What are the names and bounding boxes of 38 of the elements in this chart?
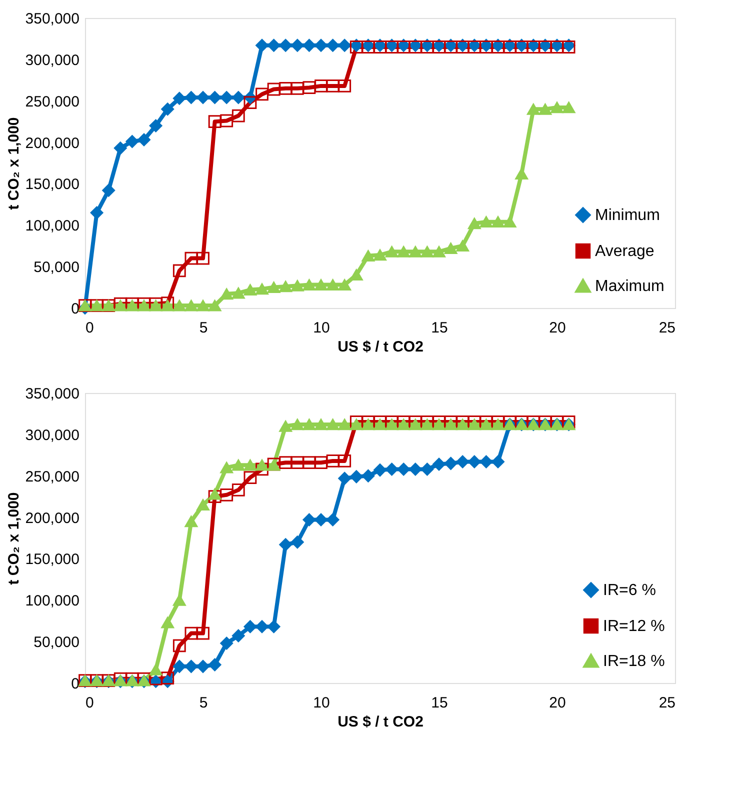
y-tick-label: 0 — [71, 676, 80, 692]
x-axis-title: US $ / t CO2 — [338, 714, 424, 730]
y-tick-label: 50,000 — [34, 259, 80, 276]
x-tick-label: 15 — [431, 320, 448, 336]
x-tick-label: 15 — [431, 694, 448, 712]
x-tick-label: 10 — [313, 694, 330, 712]
legend-label: IR=6 % — [603, 582, 656, 599]
x-tick-label: 25 — [658, 694, 676, 712]
y-tick-label: 50,000 — [34, 634, 80, 652]
y-axis-title: t CO₂ x 1,000 — [5, 117, 22, 210]
legend-label: Maximum — [595, 278, 664, 295]
legend-label: IR=18 % — [603, 653, 665, 670]
y-tick-label: 100,000 — [25, 218, 80, 235]
x-tick-label: 5 — [199, 320, 208, 336]
y-tick-label: 100,000 — [25, 592, 80, 610]
y-tick-label: 250,000 — [25, 468, 80, 486]
x-tick-label: 0 — [86, 694, 94, 712]
legend-label: Minimum — [595, 207, 660, 224]
y-tick-label: 350,000 — [25, 386, 80, 402]
x-tick-label: 20 — [549, 320, 566, 336]
y-axis-title: t CO₂ x 1,000 — [5, 492, 22, 585]
y-tick-label: 0 — [71, 300, 80, 318]
y-tick-label: 250,000 — [25, 93, 80, 110]
y-tick-label: 200,000 — [25, 134, 80, 152]
x-tick-label: 0 — [86, 320, 94, 336]
y-tick-label: 300,000 — [25, 52, 80, 69]
x-tick-label: 5 — [199, 694, 208, 712]
y-tick-label: 150,000 — [25, 176, 80, 194]
x-tick-label: 25 — [658, 320, 676, 336]
y-tick-label: 200,000 — [25, 510, 80, 527]
legend-label: Average — [595, 243, 654, 260]
y-tick-label: 300,000 — [25, 426, 80, 444]
x-tick-label: 20 — [549, 694, 566, 712]
x-tick-label: 10 — [313, 320, 330, 336]
y-tick-label: 150,000 — [25, 551, 80, 568]
y-tick-label: 350,000 — [25, 10, 80, 28]
legend-label: IR=12 % — [603, 618, 665, 635]
x-axis-title: US $ / t CO2 — [338, 338, 424, 356]
